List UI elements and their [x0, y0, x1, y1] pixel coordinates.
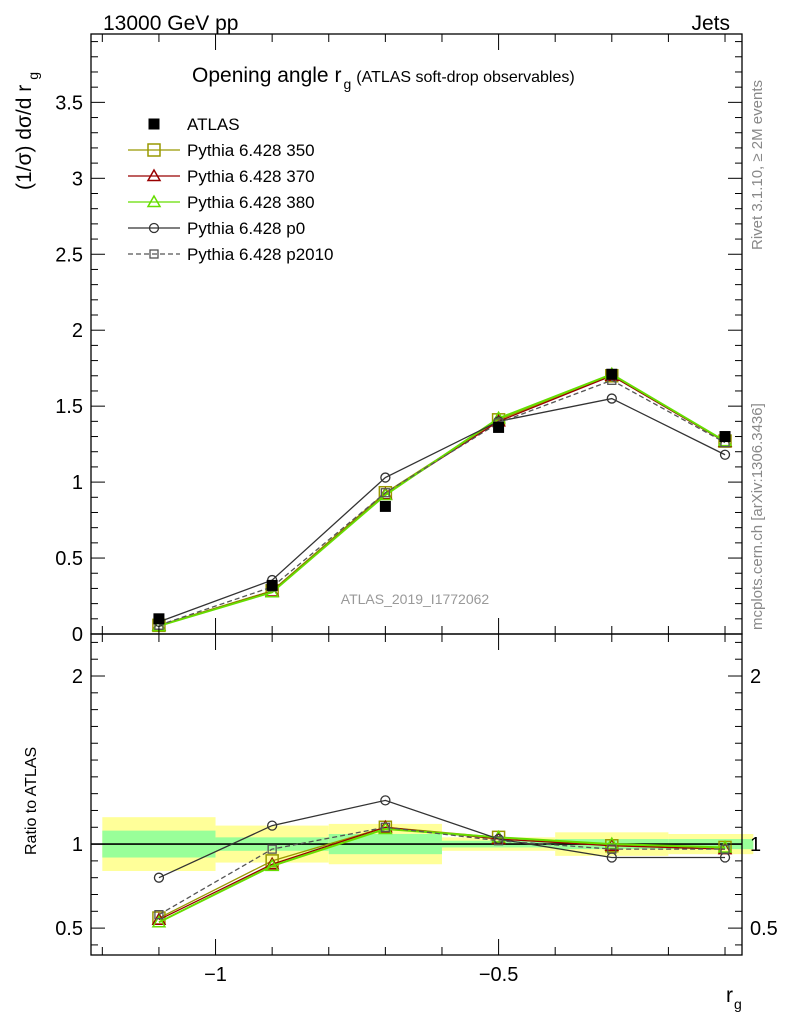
legend-label-p380: Pythia 6.428 380 [187, 193, 315, 212]
top-ytick-label: 3 [72, 168, 83, 190]
point-atlas [719, 431, 731, 443]
point-p370 [264, 856, 280, 870]
plot-title-main: Opening angle r [192, 64, 341, 87]
legend-label-p370: Pythia 6.428 370 [187, 167, 315, 186]
point-atlas [606, 368, 618, 380]
legend-marker-p370 [146, 168, 162, 182]
point-p0 [380, 472, 391, 483]
top-ylabel-main: (1/σ) dσ/d r [13, 85, 36, 190]
point-p0 [719, 449, 731, 460]
ratio-ytick-label-left: 2 [72, 666, 83, 688]
top-ylabel: (1/σ) dσ/d r g [13, 72, 41, 190]
xlabel: rg [726, 984, 742, 1012]
point-p2010 [607, 844, 617, 854]
analysis-watermark: ATLAS_2019_I1772062 [341, 591, 490, 607]
series-line-p380 [158, 827, 726, 924]
axes-layer: 0 0.5 1 1.5 2 2.5 3 3.5 0.5 0.5 1 1 2 2 −1 −0.5 [55, 33, 778, 986]
series-line-p2010 [158, 379, 726, 626]
plot-title-sub: g [343, 76, 351, 92]
point-p380 [378, 487, 393, 501]
point-p2010 [380, 822, 391, 832]
header-left-label: 13000 GeV pp [103, 12, 238, 35]
point-p0 [380, 795, 391, 806]
point-p0 [266, 820, 278, 831]
point-p0 [153, 872, 165, 883]
legend: ATLAS Pythia 6.428 350 Pythia 6.428 370 Pyt… [128, 115, 334, 264]
point-atlas [153, 613, 165, 625]
bottom-ylabel: Ratio to ATLAS [23, 747, 40, 855]
top-ytick-label: 2 [72, 320, 83, 342]
point-atlas [379, 500, 391, 512]
bottom-panel-frame [90, 633, 743, 956]
ratio-ytick-label-left: 1 [72, 834, 83, 856]
legend-marker-p0 [148, 222, 160, 234]
point-p380 [264, 858, 280, 872]
top-ytick-label: 0.5 [55, 548, 83, 570]
ratio-ytick-label-right: 2 [750, 666, 761, 688]
mcplots-label: mcplots.cern.ch [arXiv:1306.3436] [749, 403, 766, 630]
rivet-label: Rivet 3.1.10, ≥ 2M events [749, 80, 766, 250]
xtick-label: −1 [204, 964, 227, 986]
legend-label-p0: Pythia 6.428 p0 [187, 219, 305, 238]
top-ytick-label: 1 [72, 472, 83, 494]
series-line-p0 [158, 799, 726, 879]
plot-title: Opening angle r g (ATLAS soft-drop observa… [192, 64, 575, 92]
point-p380 [717, 839, 733, 853]
plot-layer [151, 366, 733, 928]
point-p2010 [380, 488, 391, 498]
point-p380 [151, 914, 167, 928]
point-p2010 [720, 844, 730, 854]
legend-label-p350: Pythia 6.428 350 [187, 141, 315, 160]
point-p2010 [267, 844, 277, 854]
point-p2010 [493, 836, 504, 846]
plot-title-small: (ATLAS soft-drop observables) [356, 69, 574, 86]
point-atlas [493, 421, 505, 433]
legend-label-atlas: ATLAS [187, 115, 240, 134]
top-ytick-label: 0 [72, 624, 83, 646]
legend-marker-p380 [146, 194, 162, 208]
top-ytick-label: 3.5 [55, 92, 83, 114]
top-ytick-label: 2.5 [55, 244, 83, 266]
legend-label-p2010: Pythia 6.428 p2010 [187, 245, 334, 264]
xlabel-main: r [726, 984, 733, 1007]
series-line-p380 [158, 373, 726, 627]
legend-marker-atlas [148, 118, 160, 130]
ratio-ytick-label-right: 0.5 [750, 918, 778, 940]
ratio-ytick-label-right: 1 [750, 834, 761, 856]
legend-marker-p350 [147, 143, 161, 157]
top-ytick-label: 1.5 [55, 396, 83, 418]
top-ylabel-sub: g [25, 72, 41, 80]
xtick-label: −0.5 [479, 964, 518, 986]
point-p0 [606, 393, 617, 404]
point-p2010 [154, 910, 164, 920]
legend-marker-p2010 [149, 249, 159, 259]
series-line-p0 [158, 397, 726, 623]
xlabel-sub: g [734, 996, 742, 1012]
point-atlas [266, 579, 278, 591]
ratio-ytick-label-left: 0.5 [55, 918, 83, 940]
series-line-p2010 [158, 826, 726, 916]
header-right-label: Jets [691, 12, 730, 35]
